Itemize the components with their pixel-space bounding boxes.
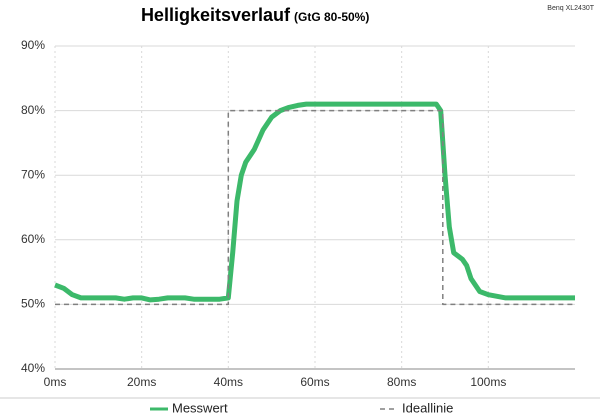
x-tick-label: 0ms — [44, 375, 67, 389]
y-tick-label: 40% — [21, 361, 45, 375]
legend-label: Ideallinie — [402, 400, 453, 415]
x-tick-label: 100ms — [470, 375, 506, 389]
y-tick-label: 80% — [21, 103, 45, 117]
y-tick-label: 90% — [21, 38, 45, 52]
x-tick-label: 40ms — [214, 375, 243, 389]
legend-label: Messwert — [172, 400, 228, 415]
x-tick-label: 20ms — [127, 375, 156, 389]
x-tick-label: 60ms — [300, 375, 329, 389]
y-tick-label: 50% — [21, 297, 45, 311]
chart-title: Helligkeitsverlauf — [141, 5, 291, 25]
x-tick-label: 80ms — [387, 375, 416, 389]
chart-subtitle: (GtG 80-50%) — [294, 10, 369, 24]
series-line — [54, 101, 575, 303]
series-line — [55, 109, 575, 306]
y-tick-label: 70% — [21, 167, 45, 181]
y-tick-label: 60% — [21, 232, 45, 246]
model-annotation: Benq XL2430T — [547, 5, 594, 12]
